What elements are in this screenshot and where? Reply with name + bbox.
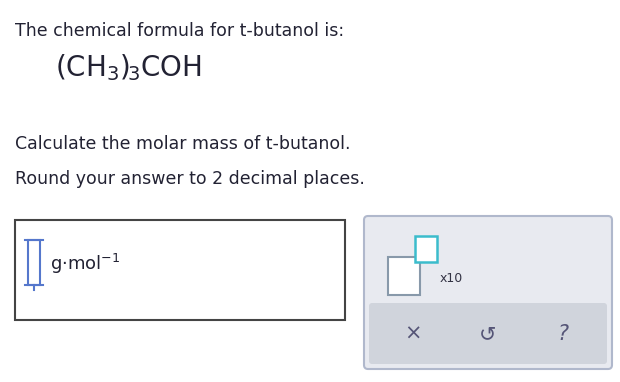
Text: $\left(\mathrm{CH}_3\right)_{\!3}\mathrm{COH}$: $\left(\mathrm{CH}_3\right)_{\!3}\mathrm… — [55, 52, 202, 83]
Text: ↺: ↺ — [479, 324, 497, 344]
FancyBboxPatch shape — [364, 216, 612, 369]
Bar — [15, 220, 345, 320]
Bar — [415, 236, 437, 262]
Text: ?: ? — [557, 324, 569, 344]
Text: Calculate the molar mass of t-butanol.: Calculate the molar mass of t-butanol. — [15, 135, 350, 153]
Text: Round your answer to 2 decimal places.: Round your answer to 2 decimal places. — [15, 170, 365, 188]
FancyBboxPatch shape — [369, 303, 607, 364]
Text: x10: x10 — [440, 272, 463, 285]
Text: ×: × — [404, 324, 422, 344]
Bar — [388, 257, 420, 295]
Bar — [28, 240, 40, 285]
Text: $\mathrm{g{\cdot}mol}^{-1}$: $\mathrm{g{\cdot}mol}^{-1}$ — [50, 252, 120, 276]
Text: The chemical formula for t-butanol is:: The chemical formula for t-butanol is: — [15, 22, 344, 40]
